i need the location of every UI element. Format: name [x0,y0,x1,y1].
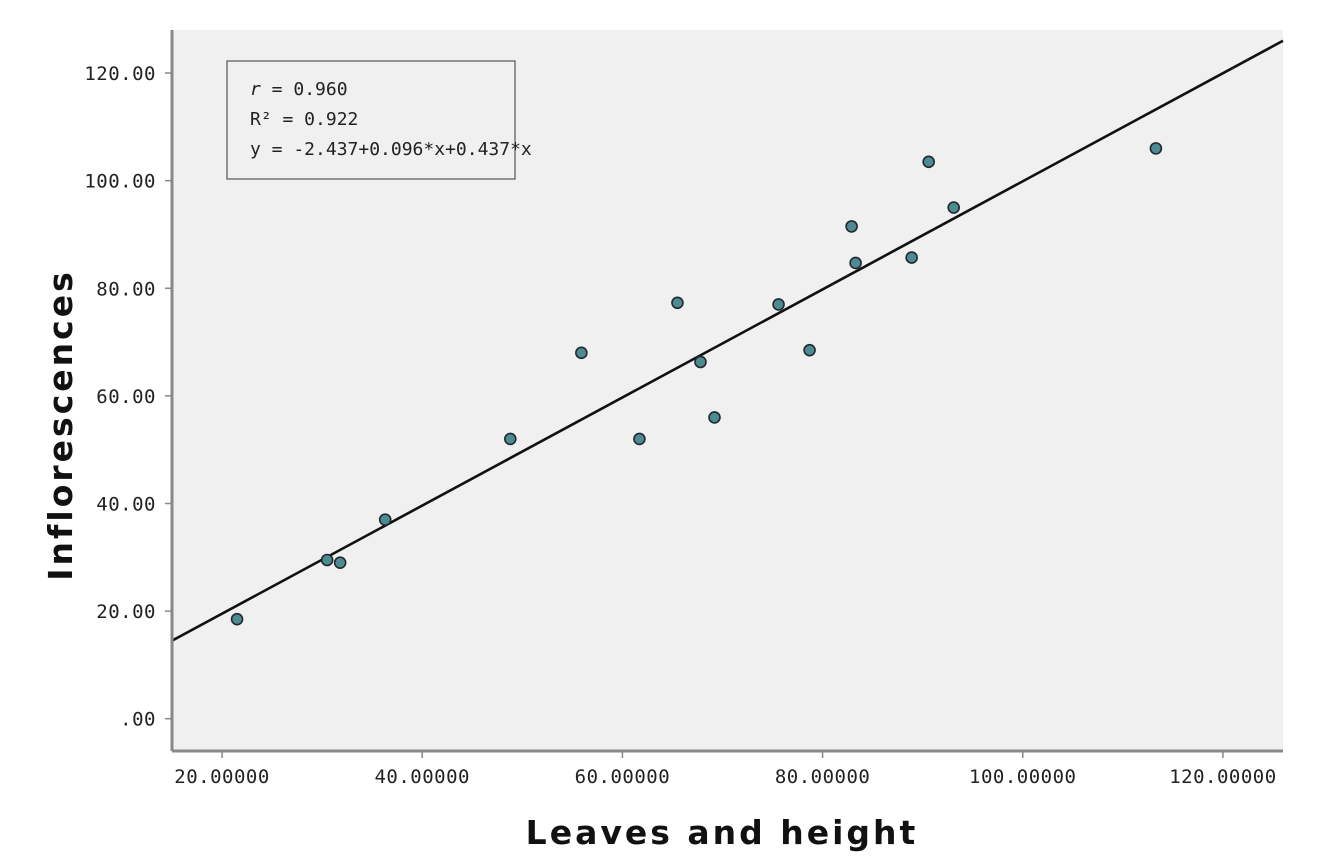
y-tick-label: 100.00 [84,171,156,193]
data-point [772,298,785,311]
data-point [333,556,347,569]
data-point [947,201,961,214]
svg-text:r = 0.960: r = 0.960 [250,79,348,100]
y-tick-label: 60.00 [96,386,156,408]
x-tick-label: 60.00000 [575,766,671,788]
fit-line [171,39,1284,642]
x-tick-label: 20.00000 [174,766,270,788]
data-point [575,346,588,360]
y-tick-label: 120.00 [84,63,156,85]
data-point [671,296,684,310]
y-tick-label: .00 [120,709,156,731]
data-point [1149,142,1163,155]
annotation-r2: R² = 0.922 [250,109,358,130]
annotation-frame [226,60,516,180]
data-point [504,432,517,446]
y-tick-label: 40.00 [96,493,156,515]
data-point [849,256,862,270]
data-point [694,355,707,369]
x-tick-label: 40.00000 [374,766,470,788]
data-point [905,251,918,264]
x-tick-label: 120.00000 [1169,766,1276,788]
data-point [803,343,816,357]
annotation-r-label: r [250,79,261,100]
data-point [922,155,935,169]
data-point [708,411,721,424]
y-tick-label: 20.00 [96,601,156,623]
y-axis-title: Inflorescences [41,269,80,580]
data-point [230,612,244,626]
data-point [633,432,646,446]
x-tick-label: 80.00000 [775,766,871,788]
annotation-equation: y = -2.437+0.096*x+0.437*x [250,139,532,160]
x-axis-title: Leaves and height [526,813,919,852]
data-point [845,220,858,233]
annotation-box: r = 0.960 R² = 0.922 y = -2.437+0.096*x+… [226,60,532,180]
y-tick-label: 80.00 [96,278,156,300]
x-tick-label: 100.00000 [969,766,1076,788]
data-point [378,513,392,526]
data-point [320,553,334,567]
annotation-r-value: = 0.960 [261,79,348,100]
